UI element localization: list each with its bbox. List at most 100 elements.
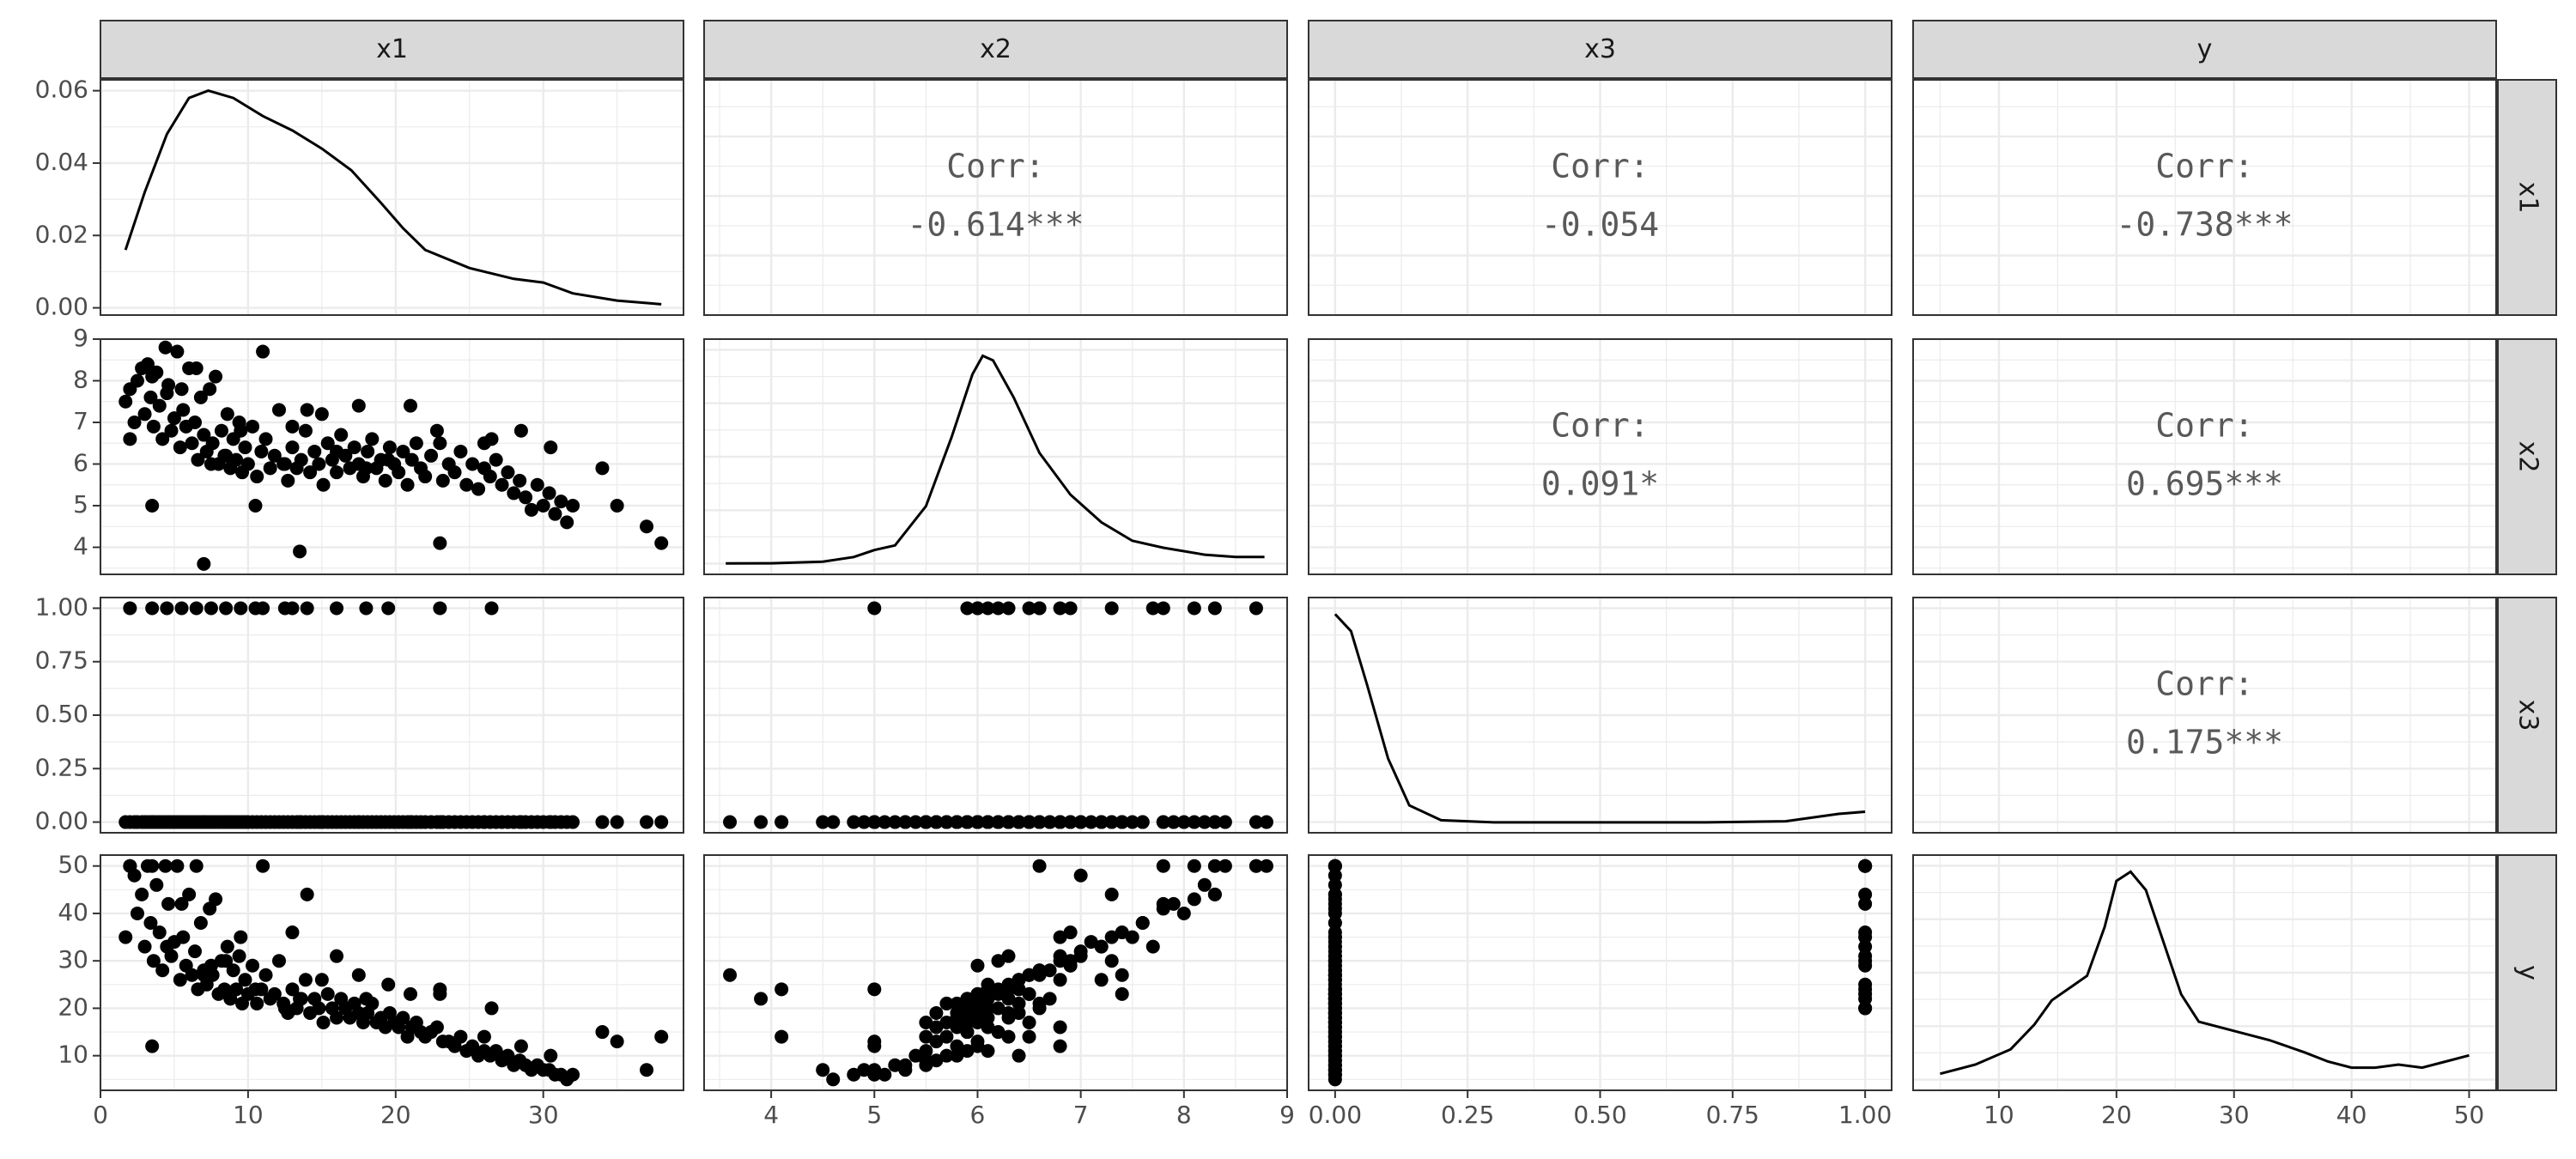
point-y-x2 [1218, 859, 1232, 873]
point-y-x2 [1022, 1016, 1036, 1030]
point-y-x1 [137, 939, 152, 954]
point-x2-x1 [285, 440, 300, 455]
point-x3-x2 [1156, 601, 1170, 616]
point-x3-x2 [1104, 601, 1119, 616]
point-x3-x2 [1187, 815, 1201, 829]
point-x2-x1 [167, 411, 181, 426]
x-tick-label-x2: 9 [1279, 1101, 1295, 1129]
point-y-x2 [970, 1016, 985, 1030]
x-tick-label-y: 40 [2336, 1101, 2367, 1129]
point-y-x2 [1197, 877, 1212, 892]
point-x2-x1 [197, 556, 211, 571]
point-y-x3 [1327, 868, 1342, 883]
point-y-x2 [1042, 992, 1057, 1006]
corr-label-x3-y: Corr: [2155, 665, 2253, 703]
point-x2-x1 [123, 432, 137, 446]
point-y-x2 [908, 1048, 923, 1063]
point-y-x3 [1858, 958, 1873, 973]
point-y-x3 [1858, 1001, 1873, 1016]
point-x2-x1 [351, 398, 366, 413]
point-x2-x1 [234, 423, 248, 438]
point-y-x1 [232, 949, 246, 963]
y-tick-label-x1: 0.02 [35, 220, 88, 248]
point-x2-x1 [484, 432, 499, 446]
point-x3-x1 [403, 815, 417, 829]
point-x2-x1 [145, 498, 160, 513]
point-y-x1 [453, 1029, 468, 1044]
point-y-x1 [193, 915, 208, 930]
point-x3-x2 [1022, 815, 1036, 829]
y-tick-label-x3: 0.00 [35, 807, 88, 835]
x-tick-label-x2: 4 [763, 1101, 779, 1129]
x-tick-label-x3: 0.25 [1441, 1101, 1494, 1129]
point-x2-x1 [258, 432, 273, 446]
y-tick-label-y: 10 [58, 1041, 88, 1069]
point-x2-x1 [174, 382, 189, 397]
panel-border-x1-x2 [703, 79, 1288, 316]
point-y-x2 [981, 992, 995, 1006]
point-x3-x2 [1156, 815, 1170, 829]
point-x2-x1 [595, 461, 610, 476]
point-x3-x2 [919, 815, 933, 829]
point-y-x1 [258, 968, 273, 982]
point-y-x1 [267, 986, 282, 1001]
point-y-x2 [1207, 887, 1222, 901]
point-x3-x2 [1073, 815, 1088, 829]
point-x3-x1 [145, 601, 160, 616]
point-y-x2 [1022, 986, 1036, 1001]
point-x2-x1 [610, 498, 624, 513]
point-y-x2 [919, 1029, 933, 1044]
point-y-x1 [640, 1063, 654, 1077]
point-x3-x2 [939, 815, 954, 829]
point-y-x1 [161, 896, 176, 911]
point-y-x2 [1104, 954, 1119, 968]
point-x2-x1 [392, 465, 406, 480]
point-x3-x1 [300, 601, 314, 616]
point-x3-x2 [1135, 815, 1150, 829]
point-y-x1 [285, 925, 300, 940]
panel-bg-x2-y [1913, 339, 2496, 574]
point-x2-x1 [483, 470, 497, 484]
point-y-x2 [1022, 1029, 1036, 1044]
point-x2-x1 [176, 403, 191, 417]
point-y-x3 [1858, 896, 1873, 911]
point-y-x2 [950, 1020, 964, 1035]
point-x2-x1 [130, 373, 144, 388]
point-x3-x2 [1115, 815, 1129, 829]
point-y-x2 [929, 1035, 944, 1049]
point-x3-x2 [898, 815, 913, 829]
point-x2-x1 [300, 403, 314, 417]
corr-value-x1-y: -0.738*** [2117, 206, 2293, 244]
y-tick-label-x3: 0.50 [35, 700, 88, 728]
point-y-x2 [1259, 859, 1273, 873]
point-x3-x2 [878, 815, 892, 829]
y-tick-label-x3: 1.00 [35, 592, 88, 621]
point-y-x2 [1063, 958, 1078, 973]
point-x3-x1 [566, 815, 580, 829]
point-y-x2 [929, 1005, 944, 1020]
strip-label-right-x3: x3 [2513, 700, 2543, 731]
point-y-x2 [878, 1067, 892, 1082]
x-tick-label-x3: 0.50 [1573, 1101, 1626, 1129]
point-y-x2 [898, 1063, 913, 1077]
point-x3-x2 [1249, 601, 1263, 616]
point-y-x2 [1094, 939, 1109, 954]
point-x3-x1 [654, 815, 669, 829]
point-y-x1 [123, 859, 137, 873]
point-y-x1 [359, 992, 374, 1006]
point-x3-x2 [1063, 601, 1078, 616]
point-x3-x2 [857, 815, 872, 829]
point-x2-x1 [465, 457, 480, 471]
point-x3-x1 [595, 815, 610, 829]
point-x2-x1 [143, 390, 158, 404]
corr-label-x1-x2: Corr: [946, 148, 1044, 185]
point-y-x1 [229, 982, 244, 997]
point-y-x2 [950, 1039, 964, 1053]
corr-value-x1-x2: -0.614*** [908, 206, 1084, 244]
point-y-x1 [158, 859, 173, 873]
point-y-x2 [1176, 906, 1191, 920]
point-x3-x2 [950, 815, 964, 829]
panel-border-x2-x1 [100, 338, 684, 575]
point-x3-x2 [847, 815, 861, 829]
point-y-x2 [1063, 925, 1078, 940]
